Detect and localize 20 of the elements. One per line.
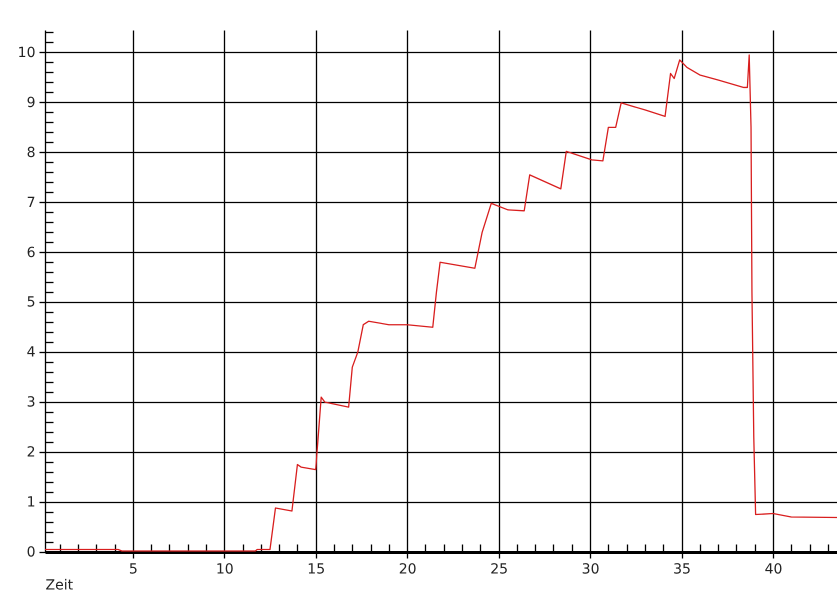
y-tick-label: 10 <box>18 44 36 61</box>
y-tick-label: 4 <box>26 344 36 361</box>
x-tick-label: 5 <box>128 562 138 578</box>
x-tick-label: 30 <box>582 562 600 578</box>
y-tick-label: 6 <box>26 244 36 261</box>
y-tick-label: 1 <box>26 494 36 511</box>
x-tick-label: 20 <box>398 562 417 578</box>
x-tick-label: 25 <box>490 562 508 578</box>
y-tick-label: 3 <box>26 394 36 411</box>
x-tick-label: 40 <box>764 562 782 578</box>
y-tick-label: 2 <box>26 444 36 461</box>
y-tick-label: 8 <box>26 144 36 161</box>
x-tick-label: 35 <box>673 562 691 578</box>
y-tick-label: 7 <box>26 194 36 211</box>
y-tick-label: 0 <box>26 544 36 560</box>
y-tick-label: 5 <box>26 294 36 311</box>
y-tick-label: 9 <box>26 94 36 111</box>
x-tick-label: 15 <box>307 562 326 578</box>
x-axis-title: Zeit <box>46 578 74 594</box>
x-tick-label: 10 <box>216 562 234 578</box>
